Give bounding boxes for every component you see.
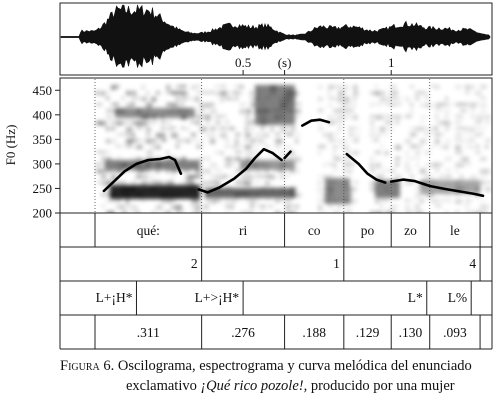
- y-axis-label: F0 (Hz): [3, 125, 18, 166]
- y-tick-label: 350: [33, 132, 53, 147]
- oscillogram-tick-label: 1: [388, 55, 395, 70]
- tier-point-label: L%: [448, 290, 468, 305]
- tier-label: .129: [356, 325, 380, 340]
- tier-label: zo: [404, 223, 417, 238]
- tier-label: .130: [399, 325, 423, 340]
- tier-label: co: [308, 223, 321, 238]
- tier-syllables: qué: ri co po zo le: [94, 213, 481, 247]
- tier-point-label: 4: [469, 256, 476, 271]
- tier-point-label: 2: [191, 256, 198, 271]
- pitch-contour-segment: [102, 155, 183, 193]
- oscillogram-tick-label: (s): [278, 55, 292, 70]
- waveform: [60, 4, 491, 68]
- tier-grid: [59, 213, 493, 350]
- y-tick-label: 450: [33, 83, 53, 98]
- tier-label: le: [450, 223, 460, 238]
- tier-label: .093: [443, 325, 467, 340]
- y-tick-label: 300: [33, 156, 53, 171]
- caption-text-2b: producido por una mujer: [307, 378, 455, 394]
- caption-text-2a: exclamativo: [126, 378, 201, 394]
- caption-utterance: ¡Qué rico pozole!,: [200, 378, 308, 394]
- oscillogram: 0.5 (s) 1: [59, 2, 493, 76]
- tier-tones: L+¡H* L+>¡H* L* L%: [96, 281, 472, 315]
- tier-label: .188: [302, 325, 326, 340]
- y-tick-label: 400: [33, 107, 53, 122]
- pitch-contour-segment: [301, 118, 331, 127]
- caption-lead: Figura 6.: [60, 358, 115, 374]
- pitch-contour-segment: [389, 178, 485, 198]
- tier-label: .311: [137, 325, 160, 340]
- y-tick-label: 250: [33, 181, 53, 196]
- tier-point-label: L+>¡H*: [195, 290, 240, 305]
- tier-label: po: [361, 223, 375, 238]
- pitch-contour-segment: [283, 150, 292, 160]
- oscillogram-tick-label: 0.5: [235, 55, 251, 70]
- caption-text-1: Oscilograma, espectrograma y curva melód…: [114, 358, 472, 374]
- tier-durations: .311 .276 .188 .129 .130 .093: [94, 315, 481, 349]
- pitch-contour-segment: [197, 147, 283, 194]
- tier-label: .276: [231, 325, 255, 340]
- tier-point-label: L*: [408, 290, 423, 305]
- tier-point-label: L+¡H*: [96, 290, 133, 305]
- tier-point-label: 1: [333, 256, 340, 271]
- spectrogram: 200 250 300 350 400 450 F0 (Hz): [3, 77, 493, 221]
- tier-label: qué:: [137, 223, 160, 238]
- pitch-contour-segment: [345, 152, 387, 184]
- tier-break-indices: 2 1 4: [191, 247, 481, 281]
- y-tick-label: 200: [33, 206, 53, 221]
- figure-caption: Figura 6. Oscilograma, espectrograma y c…: [60, 356, 496, 396]
- tier-label: ri: [239, 223, 247, 238]
